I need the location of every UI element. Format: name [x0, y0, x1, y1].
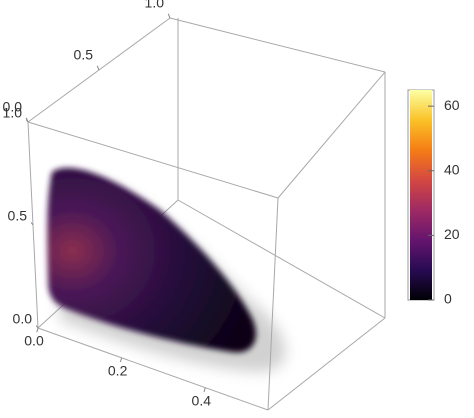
- tick-mark: [119, 357, 123, 363]
- x-tick-label: 0.4: [192, 392, 212, 408]
- z-tick-label: 1.0: [3, 105, 23, 121]
- z-tick-label: 0.0: [13, 311, 33, 327]
- box-front: [27, 17, 386, 411]
- colorbar-tick-label: 0: [444, 291, 452, 307]
- y-tick-label: 1.0: [145, 0, 165, 11]
- z-tick-label: 0.5: [8, 208, 28, 224]
- colorbar-tick-label: 60: [444, 97, 460, 113]
- tick-mark: [36, 327, 39, 333]
- colorbar: [410, 90, 432, 300]
- y-tick-label: 0.5: [74, 47, 94, 63]
- tick-mark: [25, 117, 29, 123]
- tick-mark: [96, 65, 100, 71]
- tick-mark: [167, 13, 171, 19]
- colorbar-tick-label: 20: [444, 226, 460, 242]
- y-tick-label: 0.0: [3, 99, 23, 115]
- tick-mark: [35, 325, 39, 329]
- x-tick-label: 0.2: [108, 363, 128, 379]
- density-volume: [47, 167, 256, 353]
- tick-mark: [203, 387, 206, 392]
- x-tick-label: 0.0: [24, 333, 44, 349]
- tick-mark: [30, 222, 34, 226]
- colorbar-tick-label: 40: [444, 161, 460, 177]
